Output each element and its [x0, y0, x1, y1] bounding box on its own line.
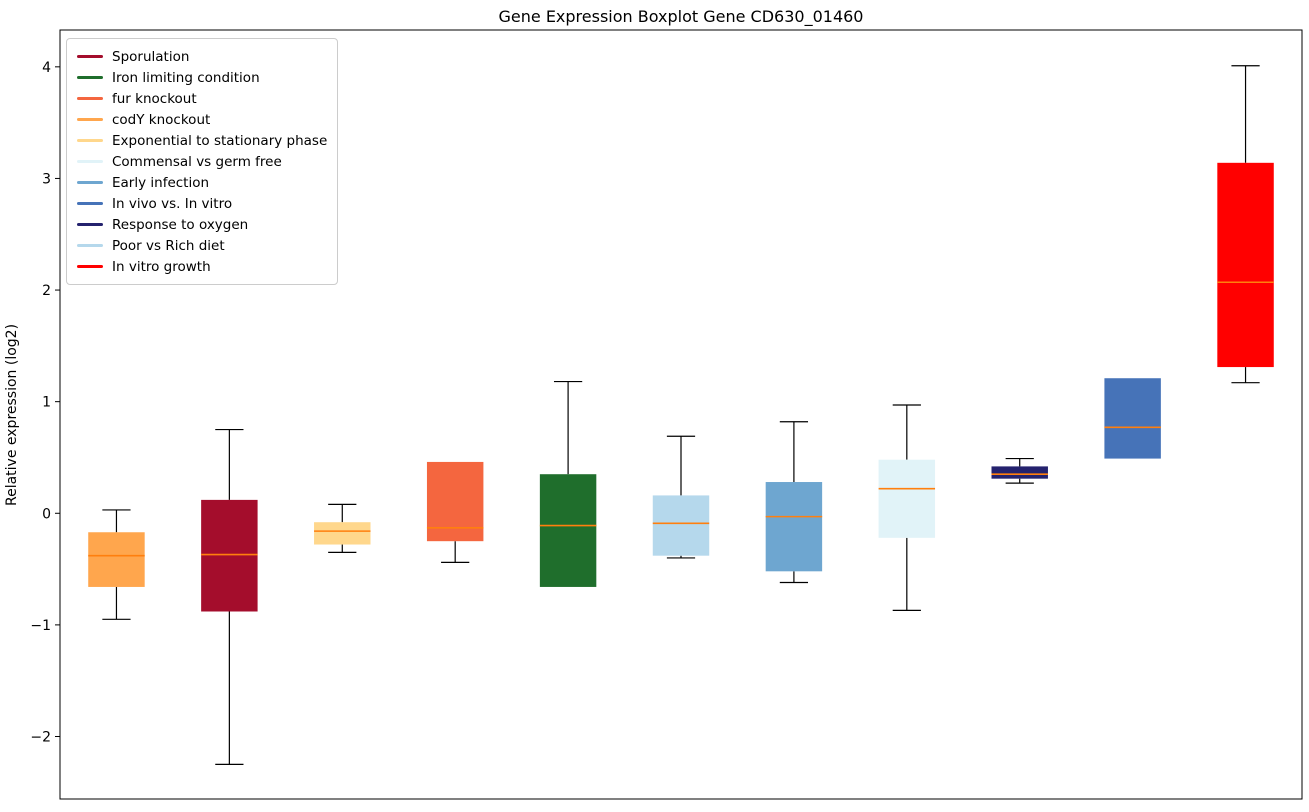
legend-item: Commensal vs germ free — [77, 151, 327, 172]
box-exponential-to-stationary-phase — [314, 522, 371, 545]
box-commensal-vs-germ-free — [878, 459, 936, 538]
legend-item: Response to oxygen — [77, 214, 327, 235]
legend-swatch — [77, 223, 103, 226]
legend-label: fur knockout — [112, 90, 197, 107]
legend-item: codY knockout — [77, 109, 327, 130]
legend-label: Sporulation — [112, 48, 190, 65]
y-tick-label: 4 — [42, 60, 51, 76]
legend-item: fur knockout — [77, 88, 327, 109]
y-tick-label: 2 — [42, 283, 51, 299]
legend: Sporulation Iron limiting condition fur kn… — [66, 38, 339, 285]
box-early-infection — [765, 482, 823, 572]
y-tick-label: 3 — [42, 171, 51, 187]
box-in-vitro-growth — [1217, 162, 1274, 368]
legend-item: Sporulation — [77, 46, 327, 67]
legend-item: Early infection — [77, 172, 327, 193]
box-response-to-oxygen — [991, 466, 1048, 479]
y-tick-label: 0 — [42, 506, 51, 522]
legend-label: Poor vs Rich diet — [112, 237, 225, 254]
box-poor-vs-rich-diet — [652, 495, 710, 556]
legend-item: Iron limiting condition — [77, 67, 327, 88]
legend-swatch — [77, 160, 103, 163]
legend-swatch — [77, 265, 103, 268]
legend-swatch — [77, 139, 103, 142]
legend-label: Commensal vs germ free — [112, 153, 282, 170]
y-tick-label: −2 — [30, 729, 51, 745]
legend-item: Poor vs Rich diet — [77, 235, 327, 256]
box-sporulation — [201, 499, 258, 612]
legend-label: codY knockout — [112, 111, 211, 128]
y-tick-label: −1 — [30, 618, 51, 634]
legend-label: Response to oxygen — [112, 216, 249, 233]
legend-label: Iron limiting condition — [112, 69, 260, 86]
legend-swatch — [77, 76, 103, 79]
box-fur-knockout — [426, 461, 484, 542]
legend-swatch — [77, 202, 103, 205]
legend-swatch — [77, 181, 103, 184]
legend-swatch — [77, 55, 103, 58]
box-cody-knockout — [88, 532, 145, 587]
legend-label: In vivo vs. In vitro — [112, 195, 233, 212]
legend-item: Exponential to stationary phase — [77, 130, 327, 151]
legend-item: In vitro growth — [77, 256, 327, 277]
legend-item: In vivo vs. In vitro — [77, 193, 327, 214]
legend-swatch — [77, 244, 103, 247]
box-in-vivo-vs-in-vitro — [1104, 378, 1161, 459]
y-tick-label: 1 — [42, 395, 51, 411]
axes-frame — [59, 29, 1303, 800]
box-iron-limiting-condition — [539, 474, 597, 587]
chart-title: Gene Expression Boxplot Gene CD630_01460 — [498, 7, 864, 26]
legend-swatch — [77, 97, 103, 100]
legend-label: Exponential to stationary phase — [112, 132, 328, 149]
legend-label: Early infection — [112, 174, 210, 191]
legend-swatch — [77, 118, 103, 121]
legend-label: In vitro growth — [112, 258, 211, 275]
